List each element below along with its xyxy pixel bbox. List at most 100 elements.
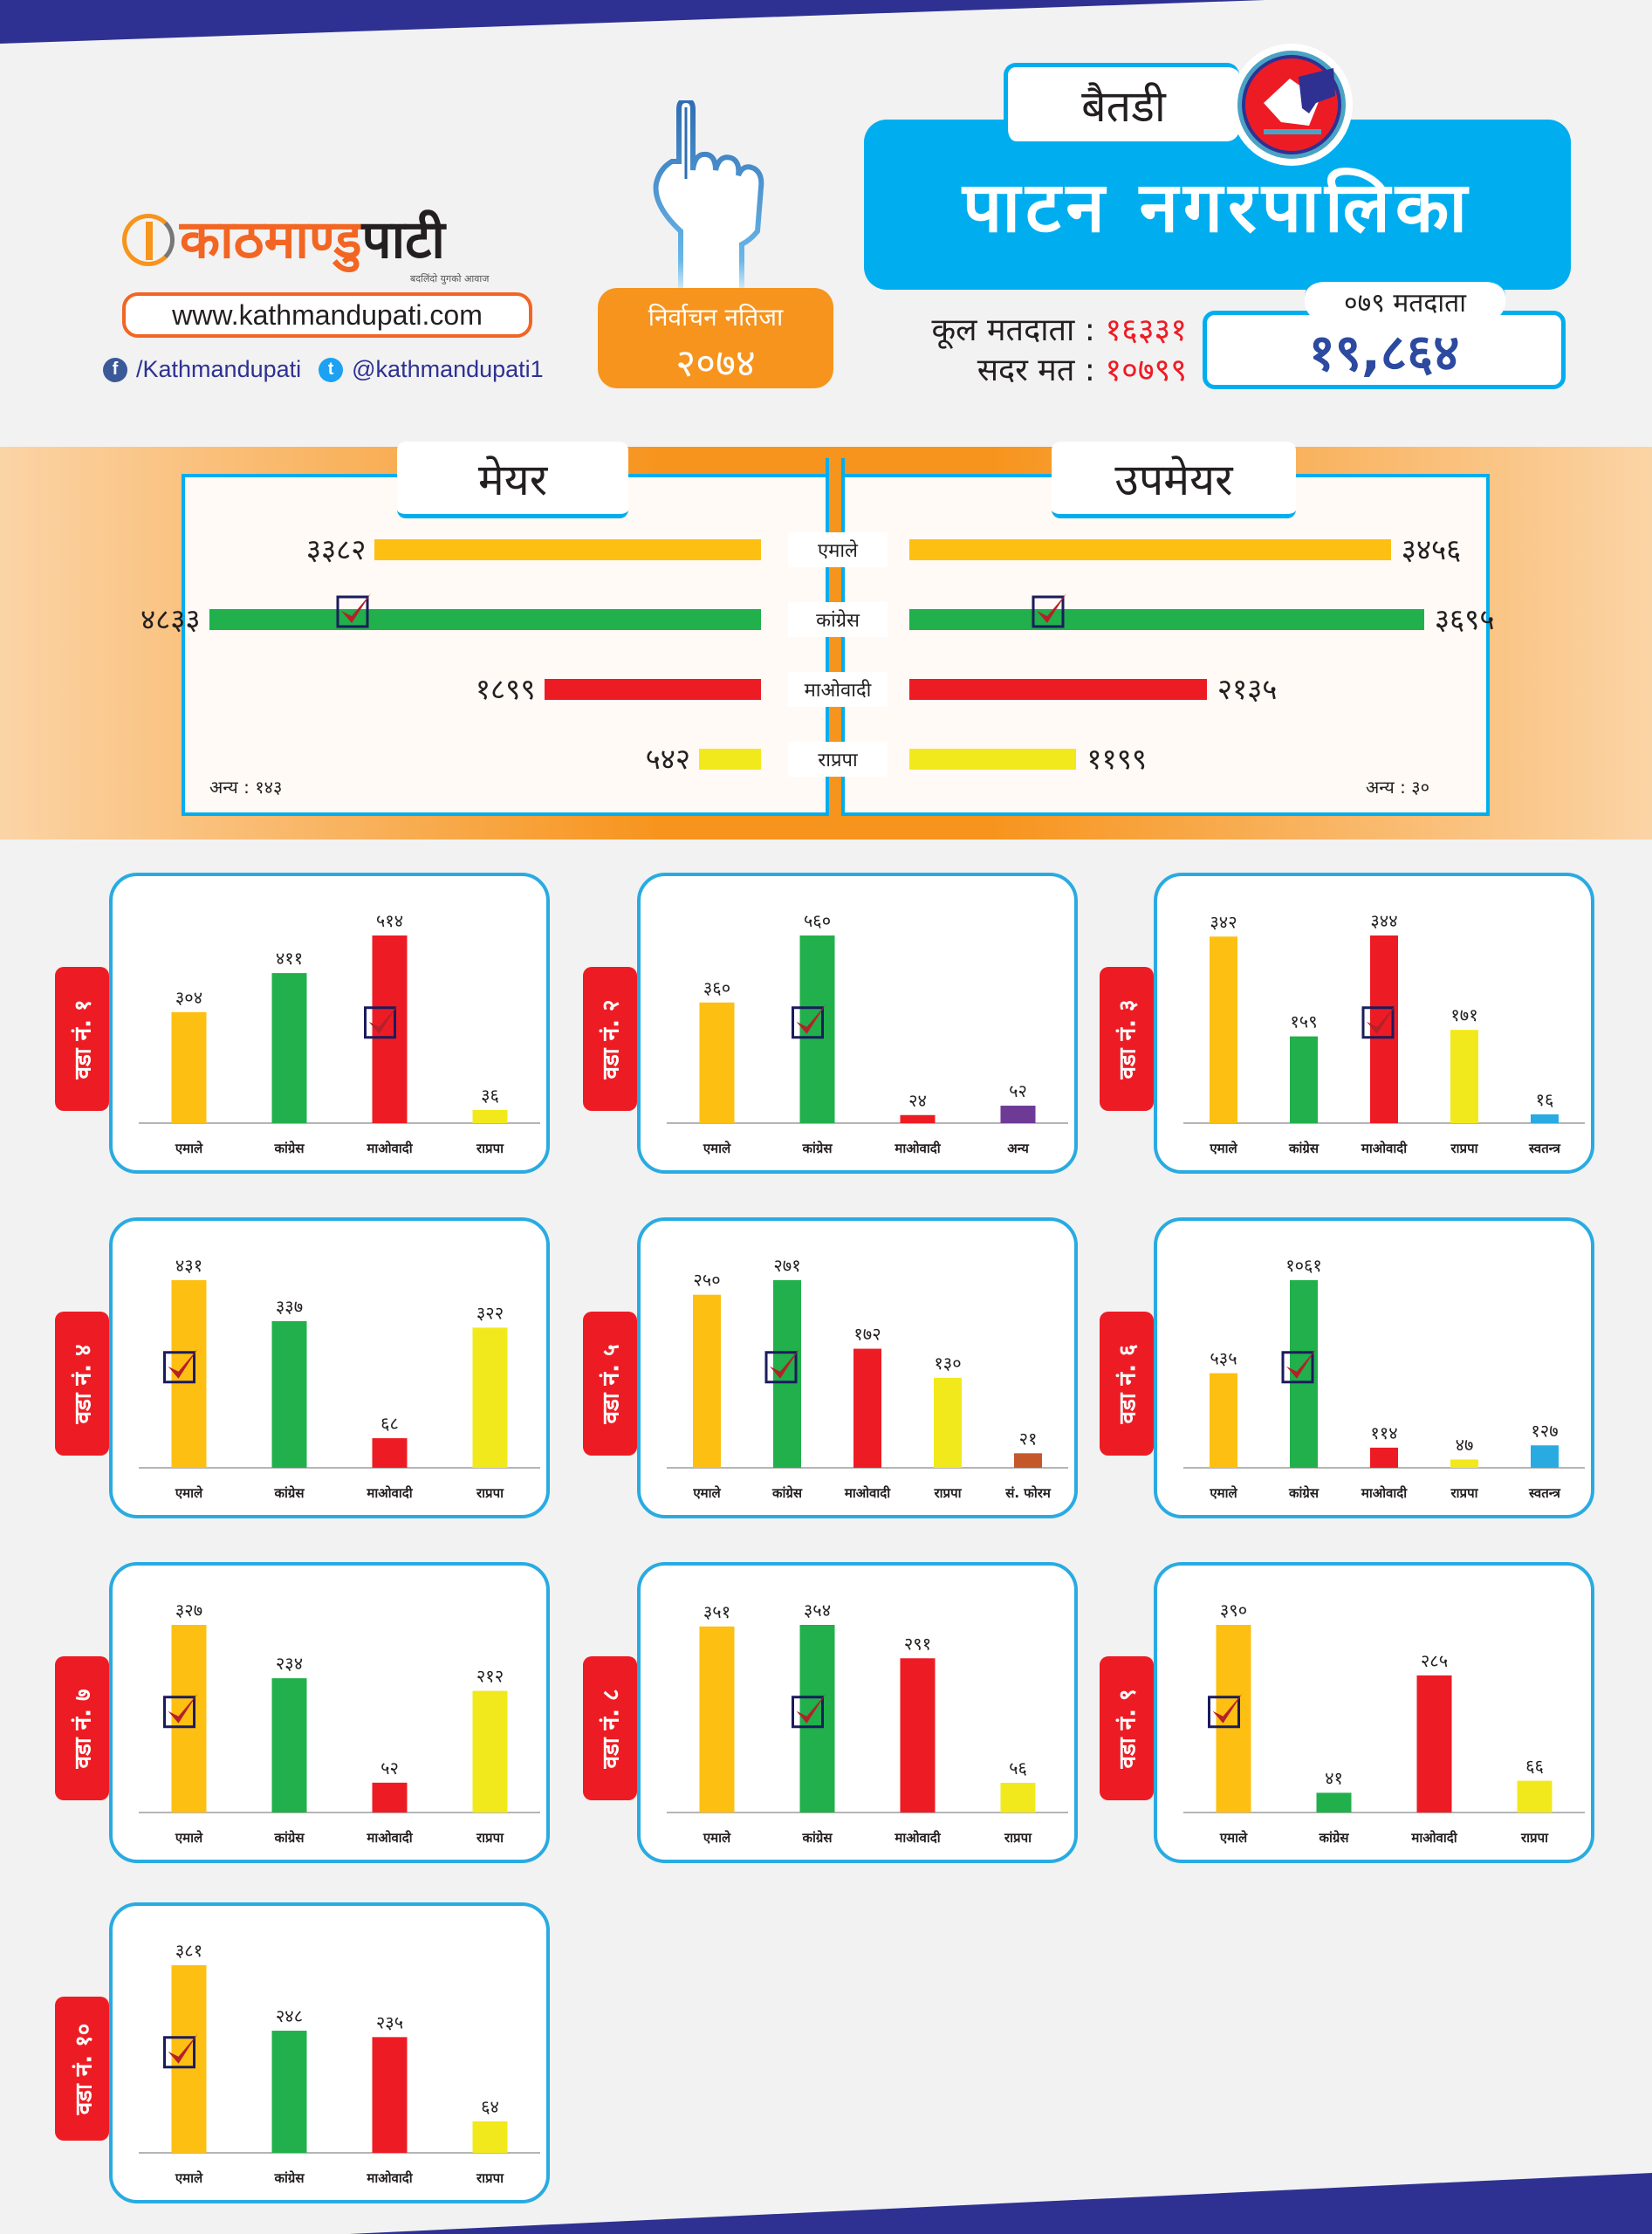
ward-bar-value: ३४४ <box>1370 910 1397 931</box>
check-mark <box>1367 1004 1396 1034</box>
ward-number-tag: वडा नं. १० <box>55 1997 109 2141</box>
ward-bar <box>472 1690 508 1813</box>
ward-category-label: कांग्रेस <box>801 1830 833 1846</box>
ward-bar <box>1416 1675 1452 1813</box>
ward-title: वडा नं. ७ <box>71 1688 97 1769</box>
ward-bar-value: १५९ <box>1290 1011 1317 1032</box>
ward-bar-value: ३०४ <box>175 987 202 1008</box>
ward-title: वडा नं. १० <box>71 2023 97 2114</box>
ward-bar <box>372 1438 408 1468</box>
check-box <box>792 1006 824 1039</box>
ward-bar-value: १२७ <box>1531 1420 1558 1441</box>
ward-category-label: राप्रपा <box>476 1830 504 1846</box>
ward-bar <box>693 1294 721 1468</box>
party-label: राप्रपा <box>788 742 888 777</box>
ward-bar <box>1000 1106 1036 1123</box>
ward-bar <box>472 2121 508 2153</box>
check-mark <box>368 1004 399 1034</box>
ward-bar-value: ११४ <box>1370 1422 1397 1443</box>
ward-bar <box>372 1782 408 1813</box>
ward-number-tag: वडा नं. ३ <box>1100 967 1154 1111</box>
ward-title: वडा नं. ९ <box>1115 1688 1141 1769</box>
ward-bar <box>1370 1447 1398 1468</box>
website-link[interactable]: www.kathmandupati.com <box>122 292 532 338</box>
ward-chart: ३६० एमाले ५६० कांग्रेस २४ माओवादी ५२ अन्य <box>637 873 1078 1174</box>
ward-category-label: एमाले <box>1209 1141 1237 1156</box>
check-mark <box>168 1693 198 1723</box>
deputy-bar-value: ३६९५ <box>1434 602 1495 636</box>
ward-bar <box>171 1011 207 1123</box>
ward-category-label: सं. फोरम <box>1004 1485 1052 1501</box>
winner-check-icon <box>163 2033 198 2069</box>
check-mark <box>168 1348 198 1379</box>
ward-bar <box>699 1002 735 1123</box>
ward-category-label: राप्रपा <box>476 1141 504 1156</box>
twitter-icon: t <box>319 357 344 382</box>
ward-chart: ३२७ एमाले २३४ कांग्रेस ५२ माओवादी २१२ राप्रपा <box>109 1562 550 1863</box>
voter-stats: कूल मतदाता : १६३३१ सदर मत : १०७९९ <box>871 311 1187 391</box>
ward-number-tag: वडा नं. १ <box>55 967 109 1111</box>
ward-bar <box>1517 1780 1553 1813</box>
ward-bar-value: २३४ <box>276 1653 303 1674</box>
result-badge-title: निर्वाचन नतिजा <box>648 303 784 332</box>
ward-bar-value: २७१ <box>773 1255 800 1276</box>
twitter-link[interactable]: @kathmandupati1 <box>352 356 544 382</box>
mayor-bar-value: १८९९ <box>475 672 536 706</box>
ward-category-label: एमाले <box>703 1830 731 1846</box>
winner-check-icon <box>1208 1693 1243 1729</box>
ward-bar-chart: ३६० एमाले ५६० कांग्रेस २४ माओवादी ५२ अन्य <box>667 910 1068 1156</box>
facebook-link[interactable]: /Kathmandupati <box>136 356 302 382</box>
winner-check-icon <box>364 1004 399 1039</box>
ward-bar <box>1531 1445 1559 1468</box>
ward-category-label: माओवादी <box>844 1485 891 1501</box>
ward-category-label: माओवादी <box>366 1485 413 1501</box>
ward-bar-chart: ३२७ एमाले २३४ कांग्रेस ५२ माओवादी २१२ राप्रपा <box>139 1600 540 1846</box>
deputy-bar-value: ११९९ <box>1086 742 1148 776</box>
ward-bar <box>1450 1030 1478 1123</box>
ward-bar-chart: ४३१ एमाले ३३७ कांग्रेस ६८ माओवादी ३२२ राप्रपा <box>139 1255 540 1501</box>
ward-bar-value: ५६ <box>1009 1758 1027 1778</box>
check-box <box>163 1351 195 1384</box>
ward-bar-chart: ३९० एमाले ४१ कांग्रेस २८५ माओवादी ६६ राप्रपा <box>1183 1600 1585 1846</box>
ward-category-label: माओवादी <box>894 1830 941 1846</box>
ward-bar-value: २३५ <box>376 2011 403 2032</box>
check-box <box>764 1351 798 1384</box>
ward-title: वडा नं. १ <box>71 998 97 1079</box>
check-box <box>1281 1351 1314 1384</box>
check-box <box>1208 1696 1240 1729</box>
brand-tagline: बदलिंदो युगको आवाज <box>410 273 490 284</box>
ward-bar-value: ४७ <box>1456 1434 1474 1455</box>
ward-bar <box>699 1626 735 1813</box>
ward-bar-value: ५३५ <box>1210 1348 1237 1369</box>
municipality-title: पाटन नगरपालिका <box>864 120 1571 290</box>
mayor-title: मेयर <box>397 442 628 518</box>
ward-category-label: अन्य <box>1007 1141 1030 1156</box>
ward-title: वडा नं. २ <box>599 998 625 1079</box>
ward-number-tag: वडा नं. ८ <box>583 1656 637 1800</box>
result-badge-year: २०७४ <box>675 341 756 386</box>
ballot-box-icon <box>1230 44 1353 166</box>
facebook-icon: f <box>103 357 127 382</box>
ward-bar <box>271 1320 307 1468</box>
ward-bar-value: ४३१ <box>175 1255 202 1276</box>
ward-bar-value: ३२७ <box>175 1600 202 1621</box>
ward-bar-value: ४११ <box>276 948 303 969</box>
ward-category-label: राप्रपा <box>1520 1830 1549 1846</box>
check-mark <box>168 2033 198 2064</box>
ward-bar-value: १३० <box>934 1353 961 1374</box>
ward-category-label: माओवादी <box>1361 1141 1408 1156</box>
deputy-others: अन्य : ३० <box>1366 777 1430 798</box>
ward-chart: ३८१ एमाले २४८ कांग्रेस २३५ माओवादी ६४ राप्रपा <box>109 1902 550 2203</box>
ward-category-label: माओवादी <box>366 1830 413 1846</box>
party-label: माओवादी <box>788 672 888 707</box>
deputy-bar <box>909 539 1391 560</box>
ward-chart: ३०४ एमाले ४११ कांग्रेस ५१४ माओवादी ३६ राप्रपा <box>109 873 550 1174</box>
ward-bar-value: ३५१ <box>703 1601 730 1622</box>
ward-bar-chart: २५० एमाले २७१ कांग्रेस १७२ माओवादी १३० राप्रपा २… <box>667 1255 1068 1501</box>
winner-check-icon <box>764 1348 799 1384</box>
mayor-bar <box>699 749 761 770</box>
ward-category-label: राप्रपा <box>934 1485 963 1501</box>
ward-category-label: कांग्रेस <box>771 1485 803 1501</box>
ward-bar <box>271 1678 307 1813</box>
top-decor-band <box>0 0 1265 44</box>
